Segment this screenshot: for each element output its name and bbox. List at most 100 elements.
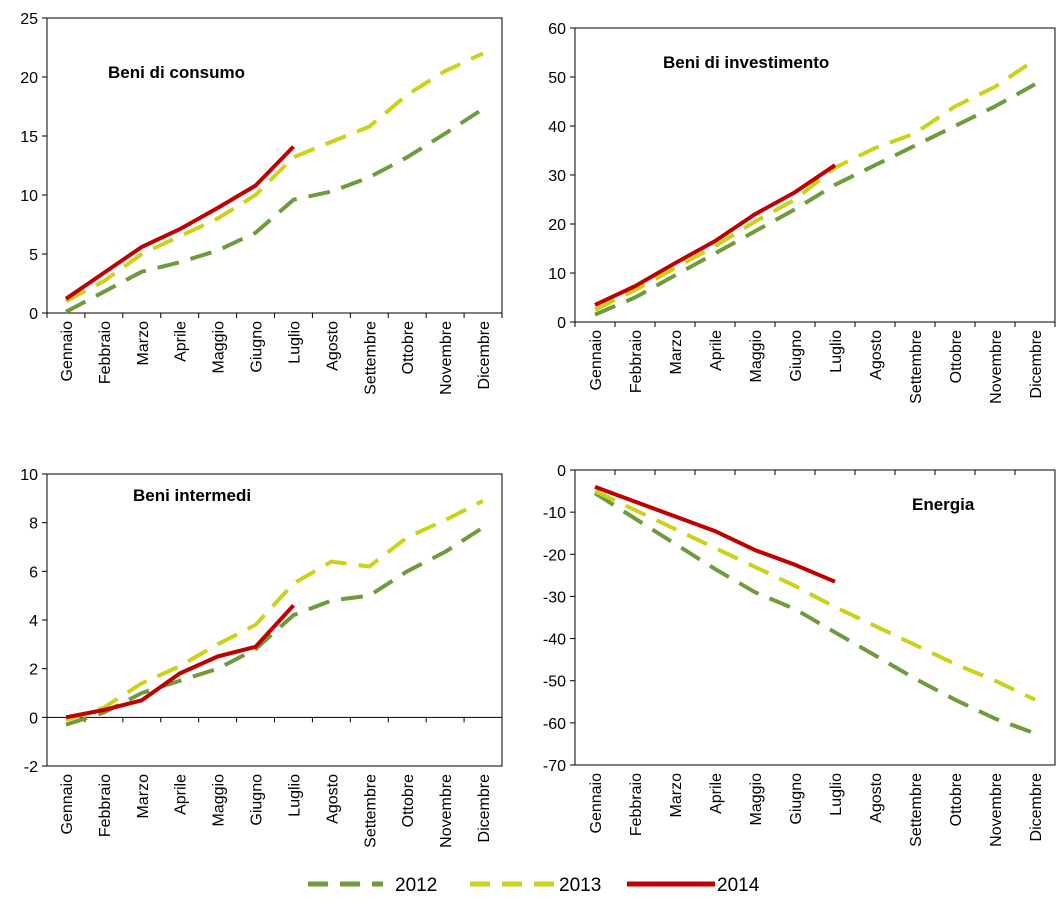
x-tick-label: Dicembre xyxy=(476,321,493,390)
plot-frame xyxy=(574,469,1056,766)
x-tick-label: Luglio xyxy=(828,773,845,816)
x-tick-label: Gennaio xyxy=(59,321,76,382)
y-tick-label: -60 xyxy=(543,716,566,733)
y-tick-label: 50 xyxy=(548,70,566,87)
series-line-2013 xyxy=(65,499,484,722)
y-tick-label: -70 xyxy=(543,758,566,775)
y-tick-label: 8 xyxy=(29,516,38,533)
y-tick-label: 10 xyxy=(548,266,566,283)
x-tick-label: Ottobre xyxy=(400,321,417,374)
series-line-2013 xyxy=(65,51,484,303)
panel-beni-di-investimento: 0 10 20 30 40 50 60 Gennaio Febbraio Marzo Aprile M… xyxy=(548,21,1056,404)
y-tick-label: -50 xyxy=(543,674,566,691)
x-tick-label: Novembre xyxy=(438,774,455,848)
legend-label-2014: 2014 xyxy=(717,875,760,896)
x-tick-label: Luglio xyxy=(286,774,303,817)
x-tick-label: Marzo xyxy=(135,321,152,366)
x-tick-label: Ottobre xyxy=(948,330,965,383)
x-tick-label: Luglio xyxy=(286,321,303,364)
x-tick-label: Aprile xyxy=(173,774,190,815)
y-tick-label: 20 xyxy=(548,217,566,234)
series-line-2012 xyxy=(594,82,1036,317)
panel-energia: -70 -60 -50 -40 -30 -20 -10 0 Gennaio Febbraio Mar… xyxy=(543,463,1056,847)
x-tick-label: Marzo xyxy=(668,330,685,375)
x-tick-label: Settembre xyxy=(908,773,925,847)
x-tick-label: Ottobre xyxy=(400,774,417,827)
x-tick-label: Settembre xyxy=(908,330,925,404)
y-tick-label: 6 xyxy=(29,564,38,581)
y-tick-label: 10 xyxy=(20,188,38,205)
x-tick-label: Dicembre xyxy=(1028,330,1045,399)
y-tick-label: 2 xyxy=(29,662,38,679)
x-tick-label: Giugno xyxy=(249,321,266,373)
y-tick-label: 25 xyxy=(20,11,38,28)
y-tick-label: 0 xyxy=(557,463,566,480)
x-tick-label: Aprile xyxy=(708,330,725,371)
y-tick-label: -40 xyxy=(543,632,566,649)
y-tick-label: 0 xyxy=(29,306,38,323)
x-tick-label: Agosto xyxy=(324,774,341,824)
panel-title: Beni intermedi xyxy=(133,486,251,505)
series-line-2014 xyxy=(594,163,837,307)
y-tick-label: -20 xyxy=(543,547,566,564)
x-tick-label: Luglio xyxy=(828,330,845,373)
series-line-2012 xyxy=(65,107,485,314)
y-tick-label: 4 xyxy=(29,613,38,630)
x-tick-label: Aprile xyxy=(173,321,190,362)
legend-label-2013: 2013 xyxy=(559,875,601,896)
series-line-2014 xyxy=(64,145,295,301)
y-tick-label: -10 xyxy=(543,505,566,522)
x-tick-label: Marzo xyxy=(135,774,152,819)
y-tick-label: 40 xyxy=(548,119,566,136)
x-tick-label: Febbraio xyxy=(97,774,114,837)
x-tick-label: Febbraio xyxy=(97,321,114,384)
x-tick-label: Ottobre xyxy=(948,773,965,826)
series-line-2012 xyxy=(65,525,485,727)
x-tick-label: Gennaio xyxy=(588,773,605,834)
y-tick-label: 0 xyxy=(29,710,38,727)
series-line-2013 xyxy=(594,489,1036,702)
legend-label-2012: 2012 xyxy=(395,875,437,896)
x-tick-label: Giugno xyxy=(788,773,805,825)
x-tick-label: Febbraio xyxy=(628,773,645,836)
y-tick-label: 0 xyxy=(557,315,566,332)
panel-title: Beni di investimento xyxy=(663,53,829,72)
x-tick-label: Agosto xyxy=(324,321,341,371)
x-tick-label: Novembre xyxy=(438,321,455,395)
x-tick-label: Maggio xyxy=(211,774,228,827)
x-tick-label: Dicembre xyxy=(1028,773,1045,842)
x-tick-label: Marzo xyxy=(668,773,685,818)
x-tick-label: Dicembre xyxy=(476,774,493,843)
y-tick-label: 60 xyxy=(548,21,566,38)
x-tick-label: Giugno xyxy=(788,330,805,382)
x-tick-label: Novembre xyxy=(988,773,1005,847)
x-tick-label: Maggio xyxy=(211,321,228,374)
x-tick-label: Febbraio xyxy=(628,330,645,393)
x-tick-label: Settembre xyxy=(362,774,379,848)
x-tick-label: Aprile xyxy=(708,773,725,814)
x-tick-label: Maggio xyxy=(748,773,765,826)
y-tick-label: 10 xyxy=(20,467,38,484)
panel-beni-di-consumo: 0 5 10 15 20 25 Gennaio Febbraio Marzo Aprile Magg… xyxy=(20,11,503,395)
y-tick-label: 15 xyxy=(20,129,38,146)
series-line-2012 xyxy=(593,491,1036,736)
legend: 2012 2013 2014 xyxy=(308,875,760,896)
panel-title: Energia xyxy=(912,495,975,514)
series-line-2014 xyxy=(65,604,295,720)
series-line-2013 xyxy=(594,58,1037,312)
x-tick-label: Novembre xyxy=(988,330,1005,404)
x-tick-label: Gennaio xyxy=(588,330,605,391)
y-tick-label: 30 xyxy=(548,168,566,185)
x-tick-label: Agosto xyxy=(868,773,885,823)
x-tick-label: Giugno xyxy=(249,774,266,826)
y-tick-label: -30 xyxy=(543,589,566,606)
series-line-2014 xyxy=(594,485,836,584)
y-tick-label: 5 xyxy=(29,247,38,264)
panel-beni-intermedi: -2 0 2 4 6 8 10 Gennaio Febbraio Marzo Aprile Maggi… xyxy=(20,467,503,848)
x-tick-label: Settembre xyxy=(362,321,379,395)
y-tick-label: 20 xyxy=(20,70,38,87)
panel-title: Beni di consumo xyxy=(108,63,245,82)
y-tick-label: -2 xyxy=(24,759,38,776)
x-tick-label: Agosto xyxy=(868,330,885,380)
